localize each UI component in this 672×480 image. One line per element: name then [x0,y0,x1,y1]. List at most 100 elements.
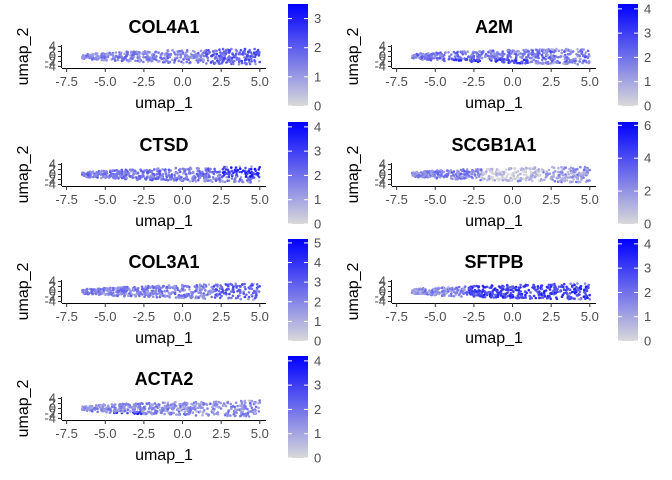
cell-point [164,178,167,181]
cell-point [219,401,222,405]
y-axis-label: umap_2 [345,145,362,203]
cell-point [127,172,130,175]
cell-point [142,290,145,293]
x-tick-label: -7.5 [55,309,77,324]
cell-point [454,177,458,181]
cell-point [566,170,570,174]
scatter-points [80,399,262,418]
cell-point [122,406,125,409]
cell-point [128,288,132,291]
cell-point [516,179,520,183]
cell-point [470,56,473,59]
cell-point [205,412,208,415]
cell-point [573,283,576,287]
scatter-points [80,165,262,184]
cell-point [201,296,205,300]
cell-point [450,57,453,60]
cell-point [243,401,247,405]
cell-point [525,291,528,295]
cell-point [123,52,126,56]
cell-point [158,403,161,407]
cell-point [478,55,482,58]
cell-point [455,58,458,62]
cell-point [247,178,251,181]
cell-point [144,178,148,181]
cell-point [239,176,243,179]
cell-point [448,287,452,291]
cell-point [583,290,586,294]
cell-point [525,57,528,60]
legend-colorbar [618,4,638,106]
cell-point [158,405,161,409]
cell-point [238,178,242,181]
cell-point [562,285,565,289]
cell-point [516,294,520,298]
cell-point [147,401,151,405]
cell-point [524,169,527,173]
cell-point [100,291,104,294]
cell-point [182,61,185,65]
cell-point [510,285,514,288]
cell-point [129,54,132,57]
cell-point [251,175,254,178]
x-tick-label: 5.0 [581,309,599,324]
cell-point [199,59,203,62]
x-tick-label: 2.5 [212,192,230,207]
cell-point [536,51,539,54]
cell-point [177,59,180,63]
cell-point [243,404,246,408]
cell-point [109,175,112,178]
cell-point [144,56,147,59]
cell-point [127,60,130,63]
cell-point [506,295,509,298]
legend-tick-label: 3 [314,11,321,26]
cell-point [81,171,84,175]
cell-point [213,296,217,299]
cell-point [575,180,578,184]
cell-point [89,406,92,410]
cell-point [117,290,120,293]
cell-point [253,59,256,62]
legend-tick-label: 4 [314,353,321,368]
cell-point [254,62,257,66]
cell-point [203,293,206,297]
cell-point [217,289,221,293]
cell-point [96,176,99,179]
cell-point [145,402,149,406]
cell-point [201,413,204,417]
cell-point [453,55,457,58]
cell-point [475,284,479,288]
cell-point [253,411,257,415]
cell-point [171,49,174,52]
cell-point [463,285,467,288]
legend-colorbar [618,122,638,224]
cell-point [457,285,461,289]
cell-point [160,53,163,57]
legend-colorbar [288,356,308,458]
cell-point [93,289,97,293]
cell-point [532,58,535,61]
cell-point [518,296,521,299]
cell-point [546,294,550,298]
cell-point [103,409,106,413]
cell-point [212,400,216,404]
cell-point [119,406,123,410]
cell-point [508,294,512,298]
cell-point [521,54,525,57]
cell-point [583,282,587,285]
cell-point [155,295,159,299]
cell-point [176,53,179,56]
cell-point [481,173,485,177]
cell-point [228,60,232,63]
cell-point [578,174,581,177]
cell-point [495,51,499,54]
cell-point [205,177,209,181]
y-tick-label: -2 [374,54,386,69]
cell-point [464,175,468,178]
cell-point [258,50,261,54]
x-axis-label: umap_1 [135,447,193,464]
cell-point [512,60,515,63]
cell-point [99,404,102,408]
cell-point [142,170,145,174]
cell-point [168,174,171,177]
